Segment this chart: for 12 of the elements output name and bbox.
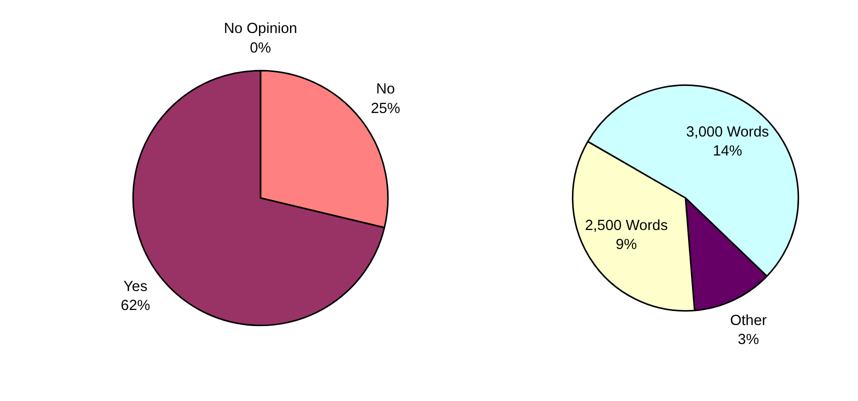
- category-label: No Opinion: [224, 21, 298, 38]
- data-label: 62%: [120, 298, 150, 314]
- text: 0%: [250, 40, 272, 56]
- data-label: 9%: [616, 236, 637, 253]
- slice-label: Other: [730, 312, 767, 329]
- data-label: 3%: [738, 332, 759, 348]
- slice-label: 3,000 Words: [686, 124, 769, 140]
- data-label: 14%: [712, 144, 742, 160]
- slice-label: 2,500 Words: [584, 218, 668, 234]
- slice-label: No: [376, 82, 395, 98]
- data-label: 25%: [370, 100, 400, 117]
- slice-label: Yes: [124, 279, 148, 296]
